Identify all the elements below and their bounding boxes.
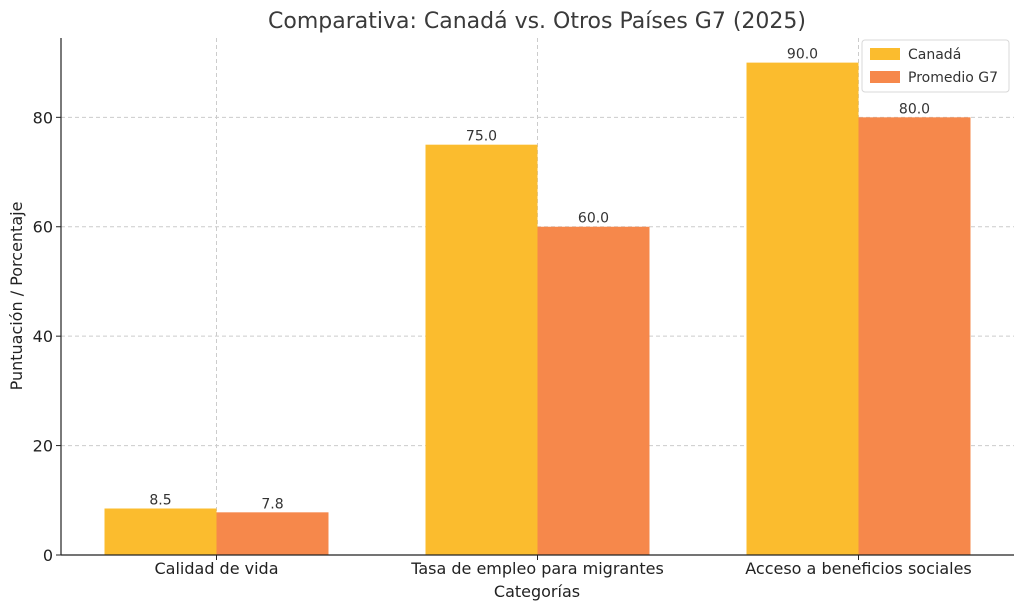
x-tick-label: Calidad de vida <box>154 559 278 578</box>
bar-canada <box>746 62 859 555</box>
legend-label-promedio-g7: Promedio G7 <box>908 70 998 86</box>
bar-value-label: 80.0 <box>899 101 930 117</box>
x-tick-label: Acceso a beneficios sociales <box>745 559 972 578</box>
y-tick-label: 0 <box>43 546 53 565</box>
legend-swatch-promedio-g7 <box>870 71 900 83</box>
legend: Canadá Promedio G7 <box>861 39 1010 93</box>
bars-layer: 8.5 75.0 90.0 7.8 60.0 80.0 <box>104 47 971 556</box>
y-tick-label: 80 <box>33 108 53 127</box>
bar-value-label: 7.8 <box>261 496 283 512</box>
y-tick-label: 60 <box>33 218 53 237</box>
y-tick-label: 20 <box>33 437 53 456</box>
bar-value-label: 60.0 <box>578 211 609 227</box>
bar-canada <box>104 508 217 555</box>
y-tick-label: 40 <box>33 327 53 346</box>
bar-value-label: 75.0 <box>466 129 497 145</box>
bar-promedio-g7 <box>537 226 650 555</box>
ticks-layer: 0 20 40 60 80 Calidad de vida Tasa de empleo p… <box>33 108 972 578</box>
y-axis-label: Puntuación / Porcentaje <box>7 202 26 391</box>
bar-canada <box>425 144 538 555</box>
x-axis-label: Categorías <box>494 582 580 601</box>
bar-value-label: 90.0 <box>787 47 818 63</box>
legend-swatch-canada <box>870 48 900 60</box>
bar-promedio-g7 <box>216 512 329 555</box>
bar-promedio-g7 <box>858 117 971 556</box>
bar-value-label: 8.5 <box>149 492 171 508</box>
legend-label-canada: Canadá <box>908 47 961 63</box>
x-tick-label: Tasa de empleo para migrantes <box>410 559 664 578</box>
chart-title: Comparativa: Canadá vs. Otros Países G7 … <box>268 9 806 34</box>
